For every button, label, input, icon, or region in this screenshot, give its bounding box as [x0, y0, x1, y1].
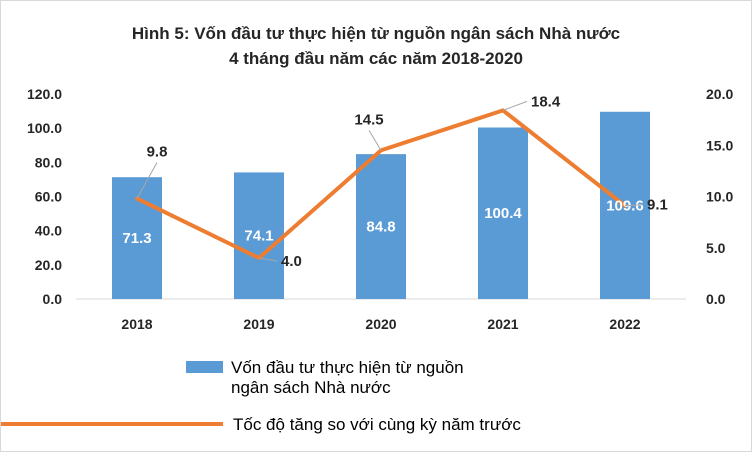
- y-left-tick-label: 100.0: [27, 120, 62, 136]
- leader-line: [502, 100, 528, 111]
- line-value-label: 14.5: [354, 111, 383, 128]
- bar: [478, 127, 528, 299]
- legend-bar-label-line1: Vốn đầu tư thực hiện từ nguồn: [231, 358, 464, 377]
- bar-value-label: 109.6: [606, 197, 644, 214]
- y-left-tick-label: 40.0: [35, 223, 62, 239]
- chart-title: Hình 5: Vốn đầu tư thực hiện từ nguồn ng…: [132, 24, 620, 43]
- legend: Vốn đầu tư thực hiện từ nguồn ngân sách …: [1, 358, 521, 434]
- bar: [234, 172, 284, 299]
- leader-line: [368, 130, 382, 151]
- legend-line-label: Tốc độ tăng so với cùng kỳ năm trước: [233, 415, 521, 434]
- x-tick-label: 2021: [487, 316, 518, 332]
- y-left-tick-label: 20.0: [35, 257, 62, 273]
- bar-series: [112, 111, 650, 300]
- leader-line: [624, 204, 644, 207]
- axes: 0.0 20.0 40.0 60.0 80.0 100.0 120.0 0.0 5.0 10.0 1…: [27, 86, 734, 332]
- x-tick-label: 2020: [365, 316, 396, 332]
- leader-line: [136, 162, 158, 199]
- line-value-label: 9.8: [147, 144, 168, 161]
- y-left-tick-label: 0.0: [43, 291, 63, 307]
- x-tick-label: 2019: [243, 316, 274, 332]
- bar-value-label: 84.8: [366, 219, 395, 236]
- y-left-tick-label: 80.0: [35, 154, 62, 170]
- y-right-tick-label: 15.0: [706, 137, 733, 153]
- bar-value-label: 74.1: [244, 228, 273, 245]
- y-right-tick-label: 0.0: [706, 291, 726, 307]
- leader-line: [258, 257, 278, 262]
- legend-bar-swatch: [186, 361, 223, 373]
- y-right-tick-label: 5.0: [706, 240, 726, 256]
- bar-value-label: 100.4: [484, 205, 522, 222]
- line-value-label: 9.1: [647, 197, 668, 214]
- x-tick-label: 2018: [121, 316, 152, 332]
- line-value-label: 4.0: [281, 253, 302, 270]
- x-tick-label: 2022: [609, 316, 640, 332]
- chart-subtitle: 4 tháng đầu năm các năm 2018-2020: [229, 49, 523, 68]
- bar-value-label: 71.3: [122, 230, 151, 247]
- bar: [356, 154, 406, 299]
- data-labels: 71.3 74.1 84.8 100.4 109.6 9.8 4.0 14.5 18.4 9.1: [122, 93, 667, 270]
- y-right-tick-label: 20.0: [706, 86, 733, 102]
- y-left-tick-label: 60.0: [35, 189, 62, 205]
- y-left-tick-label: 120.0: [27, 86, 62, 102]
- legend-bar-label-line2: ngân sách Nhà nước: [231, 378, 391, 397]
- y-right-tick-label: 10.0: [706, 189, 733, 205]
- line-value-label: 18.4: [531, 93, 561, 110]
